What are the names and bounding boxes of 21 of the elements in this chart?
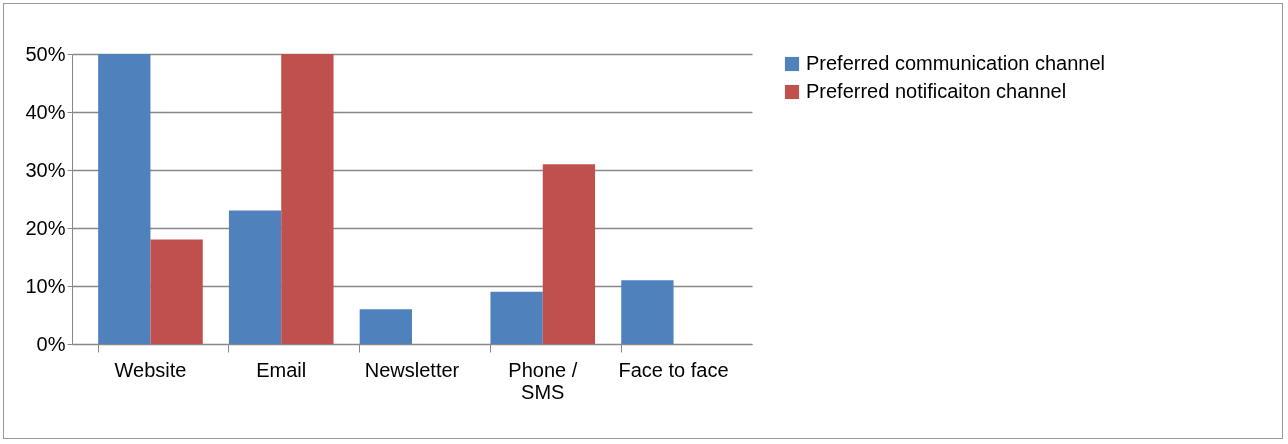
legend-label: Preferred communication channel (806, 52, 1106, 74)
x-tick-label: Phone / SMS (508, 358, 578, 403)
bar (228, 210, 282, 344)
x-tick-label: Email (256, 358, 307, 381)
bar (281, 54, 334, 344)
bar (490, 291, 543, 344)
bar (621, 280, 674, 344)
bar (359, 309, 412, 344)
bar (542, 164, 596, 344)
x-tick-label: Newsletter (364, 358, 460, 381)
x-tick-label: Face to face (618, 358, 729, 381)
bar (150, 239, 203, 344)
bar (98, 54, 151, 344)
y-tick-label: 50% (25, 42, 66, 65)
y-tick-label: 40% (25, 100, 66, 123)
y-tick-label: 20% (25, 216, 66, 239)
y-tick-label: 0% (36, 332, 66, 355)
y-tick-label: 10% (25, 274, 66, 297)
y-tick-label: 30% (25, 158, 66, 181)
x-tick-label: Website (114, 358, 187, 381)
legend-label: Preferred notificaiton channel (806, 80, 1067, 102)
